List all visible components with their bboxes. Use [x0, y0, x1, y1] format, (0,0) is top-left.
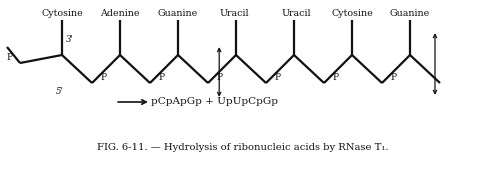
Text: P: P [158, 73, 164, 82]
Text: Uracil: Uracil [219, 9, 248, 18]
Text: FIG. 6-11. — Hydrolysis of ribonucleic acids by RNase T₁.: FIG. 6-11. — Hydrolysis of ribonucleic a… [96, 143, 388, 152]
Text: pCpApGp + UpUpCpGp: pCpApGp + UpUpCpGp [151, 98, 277, 106]
Text: P: P [100, 73, 106, 82]
Text: Guanine: Guanine [389, 9, 429, 18]
Text: P: P [332, 73, 337, 82]
Text: P: P [389, 73, 395, 82]
Text: Adenine: Adenine [100, 9, 139, 18]
Text: Guanine: Guanine [158, 9, 198, 18]
Text: Cytosine: Cytosine [41, 9, 83, 18]
Text: P: P [6, 52, 13, 61]
Text: Uracil: Uracil [281, 9, 310, 18]
Text: P: P [216, 73, 222, 82]
Text: Cytosine: Cytosine [331, 9, 372, 18]
Text: 5': 5' [56, 87, 64, 96]
Text: P: P [273, 73, 280, 82]
Text: 3': 3' [66, 36, 74, 45]
